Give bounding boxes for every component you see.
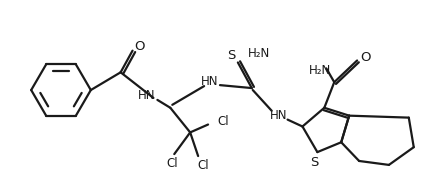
Text: O: O (134, 40, 145, 53)
Text: Cl: Cl (197, 159, 209, 172)
Text: Cl: Cl (166, 157, 178, 170)
Text: H₂N: H₂N (248, 47, 270, 60)
Text: Cl: Cl (217, 115, 229, 128)
Text: HN: HN (270, 109, 288, 122)
Text: O: O (360, 51, 370, 64)
Text: S: S (310, 156, 319, 169)
Text: H₂N: H₂N (309, 64, 332, 77)
Text: HN: HN (201, 75, 219, 88)
Text: S: S (227, 49, 235, 62)
Text: HN: HN (138, 89, 155, 102)
